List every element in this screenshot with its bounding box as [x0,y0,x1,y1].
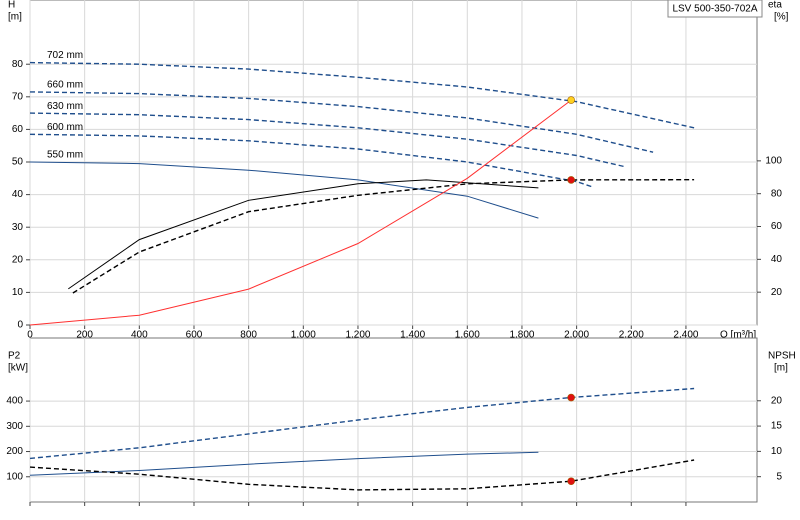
y2-tick-label: 60 [771,221,783,232]
y-tick-label: 400 [6,396,23,407]
x-tick-label: 600 [186,330,203,341]
curve [29,451,539,476]
y2-tick-label: 10 [771,446,783,457]
x-tick-label: 400 [131,330,148,341]
y-axis-label: P2 [8,351,21,362]
curve [29,91,654,153]
y-tick-label: 50 [12,157,24,168]
y-tick-label: 200 [6,446,23,457]
y2-tick-label: 15 [771,421,783,432]
y-tick-label: 10 [12,287,24,298]
operating-point [567,477,575,486]
y2-tick-label: 20 [771,287,783,298]
title-box [667,0,763,18]
y-axis-label: H [8,0,15,11]
y2-axis-label: [m] [774,363,788,374]
y2-tick-label: 40 [771,254,783,265]
curve-label: 550 mm [47,150,83,161]
curve-label: 660 mm [47,80,83,91]
y-tick-label: 0 [17,320,23,331]
y-tick-label: 40 [12,189,24,200]
x-tick-label: 800 [240,330,257,341]
x-tick-label: 1,600 [455,330,480,341]
y-axis-label: [m] [8,12,22,23]
x-tick-label: 1,000 [291,330,316,341]
operating-point [567,176,575,184]
y2-tick-label: 80 [771,188,783,199]
operating-point [567,96,575,104]
y2-tick-label: 20 [771,395,783,406]
curve [29,112,626,168]
x-tick-label: 1,200 [345,330,370,341]
y-tick-label: 100 [6,471,23,482]
curve [29,161,539,219]
y2-axis-label: NPSH [768,351,796,362]
title: LSV 500-350-702A [672,4,757,15]
x-tick-label: 0 [27,330,33,341]
y2-axis-label: eta [768,0,782,11]
x-tick-label: 2,000 [564,330,589,341]
x-tick-label: 1,800 [509,330,534,341]
x-axis-label: Q [m³/h] [720,330,756,341]
curve [72,179,695,294]
y-tick-label: 60 [12,124,24,135]
curve-label: 702 mm [47,50,83,61]
curve [29,133,594,188]
x-tick-label: 2,400 [673,330,698,341]
curve [29,459,695,491]
y-tick-label: 70 [12,91,24,102]
y-tick-label: 80 [12,59,24,70]
y-tick-label: 30 [12,222,24,233]
x-tick-label: 200 [76,330,93,341]
y-tick-label: 20 [12,254,24,265]
y2-tick-label: 5 [776,471,782,482]
curve-label: 600 mm [47,122,83,133]
curve [29,99,572,326]
curve-label: 630 mm [47,101,83,112]
curve [29,61,695,129]
y-tick-label: 300 [6,421,23,432]
x-tick-label: 2,200 [619,330,644,341]
y2-tick-label: 100 [765,155,782,166]
operating-point [567,393,575,402]
curve [68,179,539,290]
x-tick-label: 1,400 [400,330,425,341]
y2-axis-label: [%] [774,12,789,23]
y-axis-label: [kW] [8,363,28,374]
